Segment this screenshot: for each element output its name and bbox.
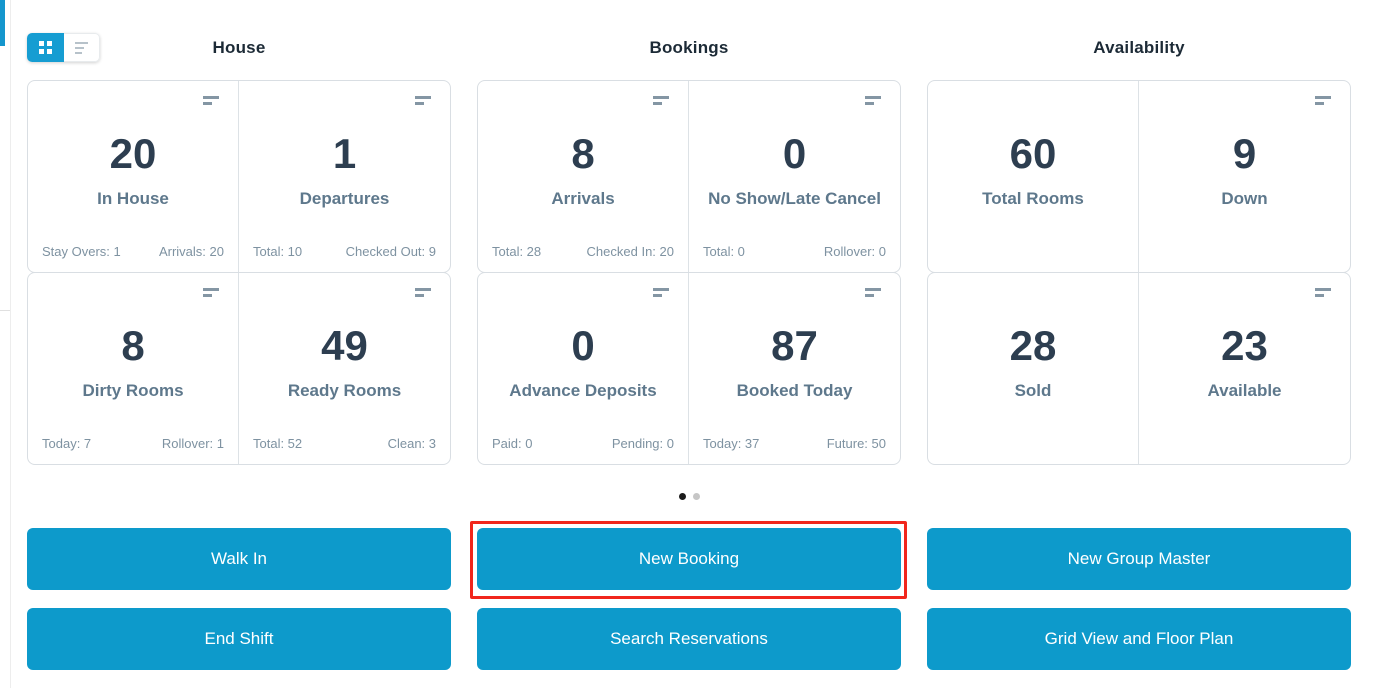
card-menu-icon[interactable] — [1315, 288, 1331, 297]
view-toggle — [27, 33, 100, 62]
search-reservations-button[interactable]: Search Reservations — [477, 608, 901, 670]
card-stat-left: Today: 37 — [703, 436, 760, 451]
card-menu-icon[interactable] — [1315, 96, 1331, 105]
carousel-pagination — [27, 493, 1351, 500]
card-value: 49 — [321, 322, 368, 369]
card-label: No Show/Late Cancel — [708, 189, 881, 208]
dashboard: House Bookings Availability 20 In House … — [27, 0, 1351, 670]
card-menu-icon[interactable] — [415, 288, 431, 297]
availability-row-1: 60 Total Rooms 9 Down — [927, 80, 1351, 273]
bookings-row-1: 8 Arrivals Total: 28 Checked In: 20 0 No… — [477, 80, 901, 273]
card-label: Down — [1221, 189, 1268, 208]
stat-card-available: 23 Available — [1139, 273, 1350, 464]
availability-row-2: 28 Sold 23 Available — [927, 272, 1351, 465]
card-stat-left: Paid: 0 — [492, 436, 533, 451]
stat-card-groups: 20 In House Stay Overs: 1 Arrivals: 20 1… — [27, 80, 1351, 465]
stat-card-dirty-rooms: 8 Dirty Rooms Today: 7 Rollover: 1 — [28, 273, 239, 464]
card-menu-icon[interactable] — [653, 288, 669, 297]
card-label: Total Rooms — [982, 189, 1084, 208]
column-title-availability: Availability — [1093, 37, 1185, 57]
left-edge-accent-bar — [0, 0, 5, 46]
card-value: 8 — [571, 130, 595, 177]
card-menu-icon[interactable] — [865, 96, 881, 105]
card-menu-icon[interactable] — [203, 96, 219, 105]
stat-card-sold: 28 Sold — [928, 273, 1139, 464]
card-value: 8 — [121, 322, 145, 369]
card-menu-icon[interactable] — [415, 96, 431, 105]
card-menu-icon[interactable] — [203, 288, 219, 297]
walk-in-button[interactable]: Walk In — [27, 528, 451, 590]
card-stat-left: Total: 28 — [492, 244, 542, 259]
card-stat-left: Today: 7 — [42, 436, 92, 451]
stat-card-booked-today: 87 Booked Today Today: 37 Future: 50 — [689, 273, 900, 464]
card-value: 60 — [1009, 130, 1057, 177]
house-group: 20 In House Stay Overs: 1 Arrivals: 20 1… — [27, 80, 451, 465]
bookings-group: 8 Arrivals Total: 28 Checked In: 20 0 No… — [477, 80, 901, 465]
availability-group: 60 Total Rooms 9 Down 28 Sold 23 Availab — [927, 80, 1351, 465]
left-gutter-divider — [10, 0, 11, 688]
new-group-master-button[interactable]: New Group Master — [927, 528, 1351, 590]
card-stat-right: Future: 50 — [826, 436, 886, 451]
card-value: 87 — [771, 322, 818, 369]
card-label: Ready Rooms — [287, 381, 402, 400]
card-stat-left: Total: 52 — [253, 436, 303, 451]
carousel-dot-1-active[interactable] — [678, 493, 686, 500]
card-stat-right: Checked In: 20 — [586, 244, 674, 259]
grid-icon — [39, 41, 52, 54]
card-stat-right: Checked Out: 9 — [345, 244, 436, 259]
grid-view-button[interactable] — [27, 33, 64, 62]
column-title-house: House — [212, 37, 266, 57]
stat-card-departures: 1 Departures Total: 10 Checked Out: 9 — [239, 81, 450, 272]
card-label: Available — [1207, 381, 1282, 400]
end-shift-button[interactable]: End Shift — [27, 608, 451, 670]
new-booking-button[interactable]: New Booking — [477, 528, 901, 590]
action-buttons: Walk In New Booking New Group Master End… — [27, 521, 1351, 670]
stat-card-ready-rooms: 49 Ready Rooms Total: 52 Clean: 3 — [239, 273, 450, 464]
card-label: Advance Deposits — [509, 381, 657, 400]
card-value: 0 — [782, 130, 807, 177]
card-label: Departures — [299, 189, 390, 208]
card-value: 23 — [1221, 322, 1268, 369]
left-gutter-tick — [0, 310, 10, 311]
stat-card-in-house: 20 In House Stay Overs: 1 Arrivals: 20 — [28, 81, 239, 272]
card-stat-left: Total: 0 — [703, 244, 745, 259]
card-stat-left: Stay Overs: 1 — [42, 244, 121, 259]
card-value: 0 — [571, 322, 595, 369]
bookings-row-2: 0 Advance Deposits Paid: 0 Pending: 0 87… — [477, 272, 901, 465]
carousel-dot-2[interactable] — [692, 493, 700, 500]
grid-view-floor-plan-button[interactable]: Grid View and Floor Plan — [927, 608, 1351, 670]
card-stat-right: Clean: 3 — [387, 436, 436, 451]
card-stat-right: Rollover: 1 — [161, 436, 224, 451]
card-value: 9 — [1232, 130, 1257, 177]
house-row-2: 8 Dirty Rooms Today: 7 Rollover: 1 49 Re… — [27, 272, 451, 465]
card-label: Dirty Rooms — [82, 381, 184, 400]
card-label: Booked Today — [736, 381, 853, 400]
card-label: Sold — [1014, 381, 1052, 400]
stat-card-advance-deposits: 0 Advance Deposits Paid: 0 Pending: 0 — [478, 273, 689, 464]
card-value: 20 — [109, 130, 157, 177]
card-label: In House — [97, 189, 169, 208]
stat-card-total-rooms: 60 Total Rooms — [928, 81, 1139, 272]
card-stat-right: Rollover: 0 — [823, 244, 886, 259]
card-menu-icon[interactable] — [653, 96, 669, 105]
column-title-bookings: Bookings — [649, 37, 729, 57]
stat-card-no-show-late-cancel: 0 No Show/Late Cancel Total: 0 Rollover:… — [689, 81, 900, 272]
header-row: House Bookings Availability — [27, 33, 1351, 62]
card-value: 28 — [1009, 322, 1057, 369]
card-label: Arrivals — [551, 189, 615, 208]
card-stat-right: Pending: 0 — [611, 436, 674, 451]
card-stat-right: Arrivals: 20 — [158, 244, 224, 259]
card-menu-icon[interactable] — [865, 288, 881, 297]
card-stat-left: Total: 10 — [253, 244, 303, 259]
stat-card-down: 9 Down — [1139, 81, 1350, 272]
list-view-button[interactable] — [64, 33, 100, 62]
house-row-1: 20 In House Stay Overs: 1 Arrivals: 20 1… — [27, 80, 451, 273]
card-value: 1 — [332, 130, 357, 177]
list-icon — [75, 41, 88, 54]
stat-card-arrivals: 8 Arrivals Total: 28 Checked In: 20 — [478, 81, 689, 272]
